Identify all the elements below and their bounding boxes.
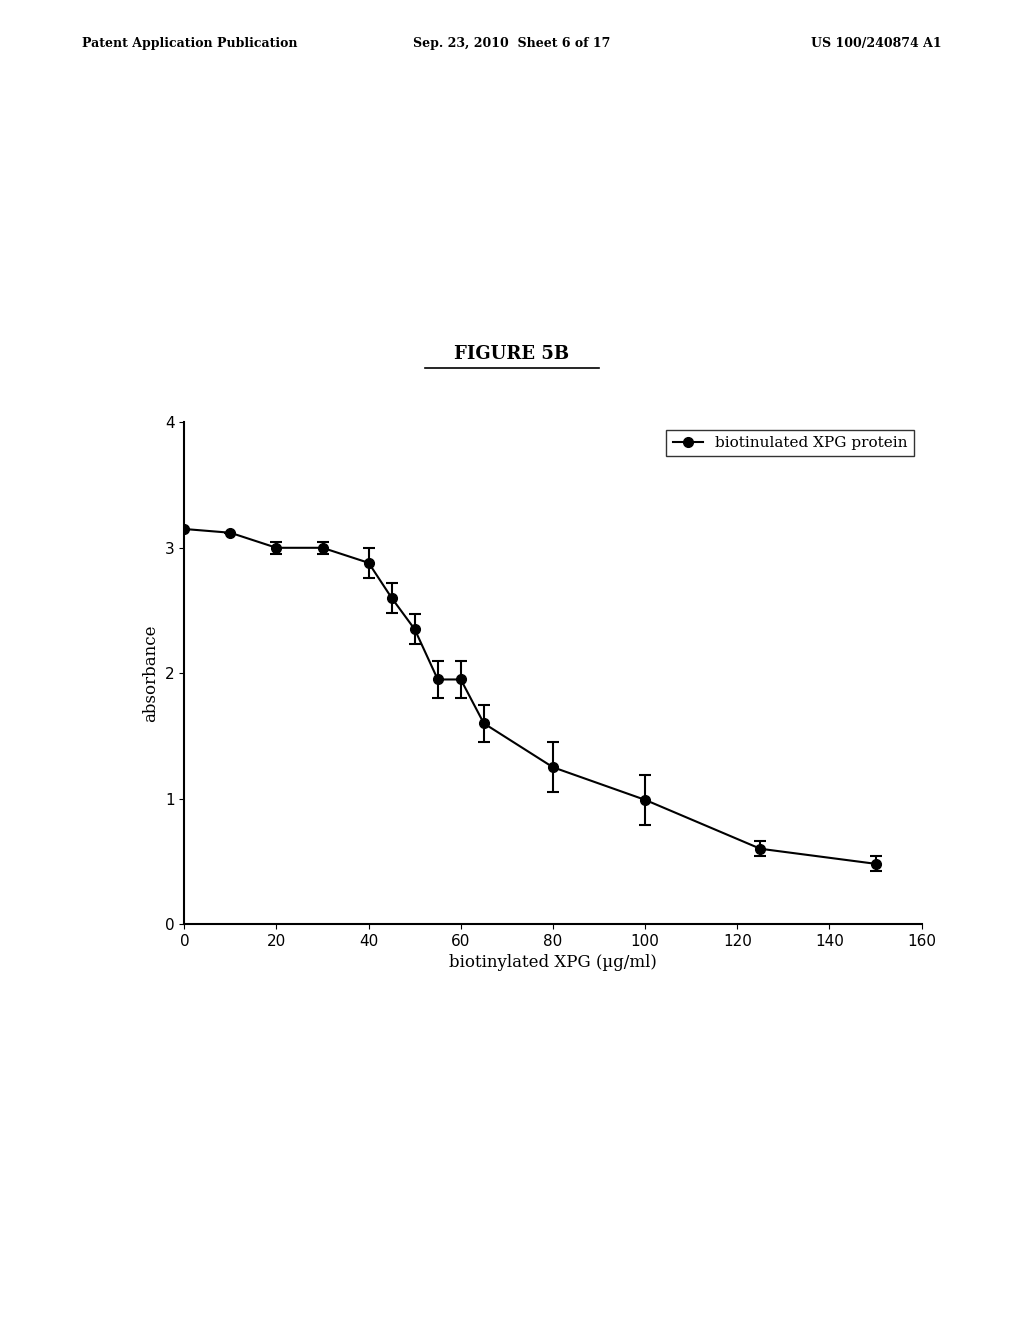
Text: FIGURE 5B: FIGURE 5B xyxy=(455,345,569,363)
Text: Patent Application Publication: Patent Application Publication xyxy=(82,37,297,50)
Legend: biotinulated XPG protein: biotinulated XPG protein xyxy=(667,430,914,457)
Text: US 100/240874 A1: US 100/240874 A1 xyxy=(811,37,942,50)
X-axis label: biotinylated XPG (µg/ml): biotinylated XPG (µg/ml) xyxy=(449,954,657,972)
Text: Sep. 23, 2010  Sheet 6 of 17: Sep. 23, 2010 Sheet 6 of 17 xyxy=(414,37,610,50)
Y-axis label: absorbance: absorbance xyxy=(142,624,160,722)
